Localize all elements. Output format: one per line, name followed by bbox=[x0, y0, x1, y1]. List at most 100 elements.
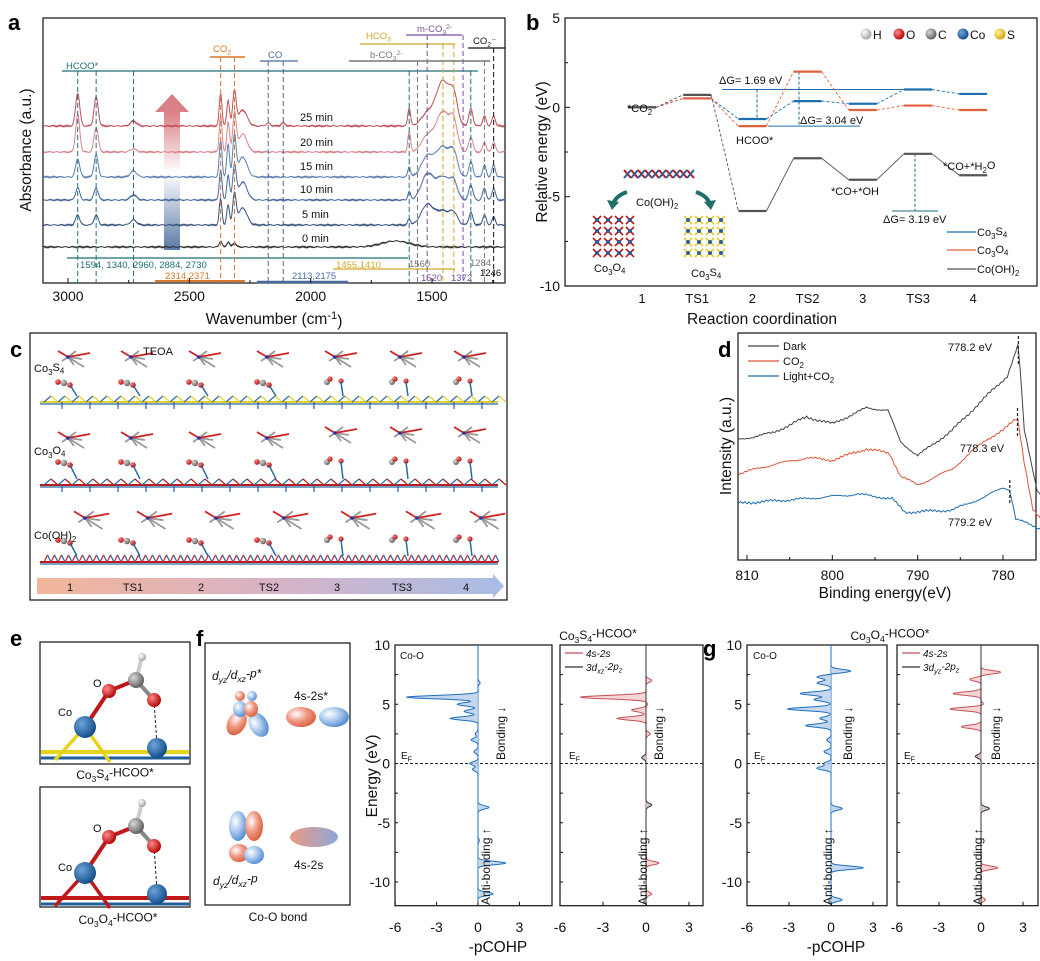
y-tick-label: -5 bbox=[378, 815, 391, 831]
bond bbox=[347, 554, 353, 563]
h-atom bbox=[123, 552, 126, 556]
bond bbox=[399, 432, 417, 444]
bond bbox=[477, 478, 486, 486]
lattice-bond bbox=[686, 169, 695, 179]
bond bbox=[334, 432, 352, 444]
h-atom bbox=[263, 552, 266, 556]
y-tick-label: 10 bbox=[374, 637, 390, 653]
teoa-molecule bbox=[188, 431, 222, 449]
bond bbox=[351, 554, 357, 563]
bond bbox=[197, 554, 203, 563]
x-tick-label: 3 bbox=[859, 291, 866, 306]
h-atom bbox=[284, 552, 287, 556]
bond bbox=[113, 395, 122, 403]
h-atom bbox=[326, 552, 329, 556]
y-tick-label: 10 bbox=[726, 637, 742, 653]
bond bbox=[260, 395, 269, 403]
bond bbox=[268, 464, 277, 480]
o-atom bbox=[392, 376, 398, 382]
atom bbox=[617, 229, 621, 233]
pcohp-line bbox=[641, 645, 653, 906]
bond bbox=[491, 554, 497, 563]
h-atom bbox=[109, 552, 112, 556]
bond bbox=[132, 384, 141, 397]
bond bbox=[200, 384, 209, 397]
panel-c-reaction-structures: Co3S4​ Co3O4​ Co(OH)2​ TEOA 1 TS1 2 TS2 3 TS3… bbox=[29, 332, 508, 601]
structure-inset bbox=[592, 169, 726, 258]
o-atom bbox=[338, 378, 344, 384]
bond bbox=[288, 395, 297, 403]
bond bbox=[480, 554, 486, 563]
x-axis-label-f: -pCOHP bbox=[469, 939, 528, 956]
x-tick-label: 4 bbox=[970, 291, 977, 306]
bond bbox=[316, 554, 322, 563]
y-axis-label: Intensity (a.u.) bbox=[718, 397, 735, 495]
bond bbox=[239, 478, 248, 486]
h-atom bbox=[312, 552, 315, 556]
atom-h-icon bbox=[860, 28, 872, 40]
energy-connector bbox=[655, 94, 684, 108]
fermi-label: EF​ bbox=[569, 751, 581, 764]
h-atom bbox=[494, 552, 497, 556]
x-tick-label: -6 bbox=[741, 919, 754, 935]
adsorbate bbox=[389, 376, 409, 397]
bond bbox=[162, 395, 171, 403]
delta-g-3-label: ΔG= 3.19 eV bbox=[883, 214, 947, 226]
bond bbox=[469, 539, 473, 557]
bond bbox=[400, 478, 409, 486]
caption-co3s4-hcoo: Co3S4-HCOO* bbox=[76, 766, 154, 784]
x-tick-label: 3 bbox=[869, 919, 877, 935]
bond bbox=[267, 395, 276, 403]
bond bbox=[491, 478, 500, 486]
antibonding-region-label: Anti-bonding ↑ bbox=[971, 828, 985, 905]
plot-frame bbox=[746, 644, 888, 907]
atom bbox=[628, 240, 632, 244]
series-label: 20 min bbox=[300, 137, 333, 149]
y-tick-label: -10 bbox=[370, 874, 390, 890]
x-tick-label: -3 bbox=[783, 919, 796, 935]
bond bbox=[64, 395, 73, 403]
panel-label-d: d bbox=[718, 337, 731, 362]
o-atom bbox=[254, 379, 260, 385]
bond bbox=[498, 395, 507, 403]
h-atom bbox=[382, 552, 385, 556]
bond bbox=[109, 554, 115, 563]
x-tick-label: 2000 bbox=[295, 288, 326, 304]
adsorbate bbox=[186, 459, 209, 480]
bond bbox=[130, 437, 148, 449]
n-atom bbox=[350, 516, 354, 520]
legend-label: 4s-2s bbox=[586, 649, 610, 660]
bond bbox=[309, 395, 318, 403]
bond bbox=[379, 395, 388, 403]
bond bbox=[268, 542, 277, 557]
delta-g-2-label: ΔG= 3.04 eV bbox=[800, 115, 864, 127]
axes-ticks: 5 0 -5 -10 1 TS1 2 TS2 3 TS3 4 bbox=[540, 10, 977, 306]
c-atom bbox=[60, 459, 68, 467]
bond bbox=[424, 554, 430, 563]
band-values-co2-radical: 1246 bbox=[480, 268, 501, 279]
teoa-molecule bbox=[389, 426, 423, 444]
panel-label-e: e bbox=[10, 626, 22, 651]
h-atom bbox=[298, 552, 301, 556]
bond bbox=[298, 554, 304, 563]
teoa-molecule bbox=[57, 431, 91, 449]
step-label: 1 bbox=[67, 582, 73, 594]
band-label-hco3: HCO3​ bbox=[366, 31, 391, 43]
bond bbox=[463, 428, 487, 434]
bond bbox=[281, 478, 290, 486]
bond bbox=[137, 554, 143, 563]
bond bbox=[466, 554, 472, 563]
bonding-region-label: Bonding ↓ bbox=[841, 707, 855, 760]
bond bbox=[453, 350, 465, 358]
h-atom bbox=[242, 552, 245, 556]
h-atom bbox=[291, 552, 294, 556]
bond bbox=[130, 356, 148, 368]
bond bbox=[333, 554, 339, 563]
h-atom bbox=[95, 552, 98, 556]
h-atom bbox=[368, 552, 371, 556]
hcoo-structures bbox=[41, 653, 189, 910]
bond bbox=[256, 431, 268, 439]
bond bbox=[463, 395, 472, 403]
n-atom bbox=[462, 355, 466, 359]
bond bbox=[162, 554, 168, 563]
